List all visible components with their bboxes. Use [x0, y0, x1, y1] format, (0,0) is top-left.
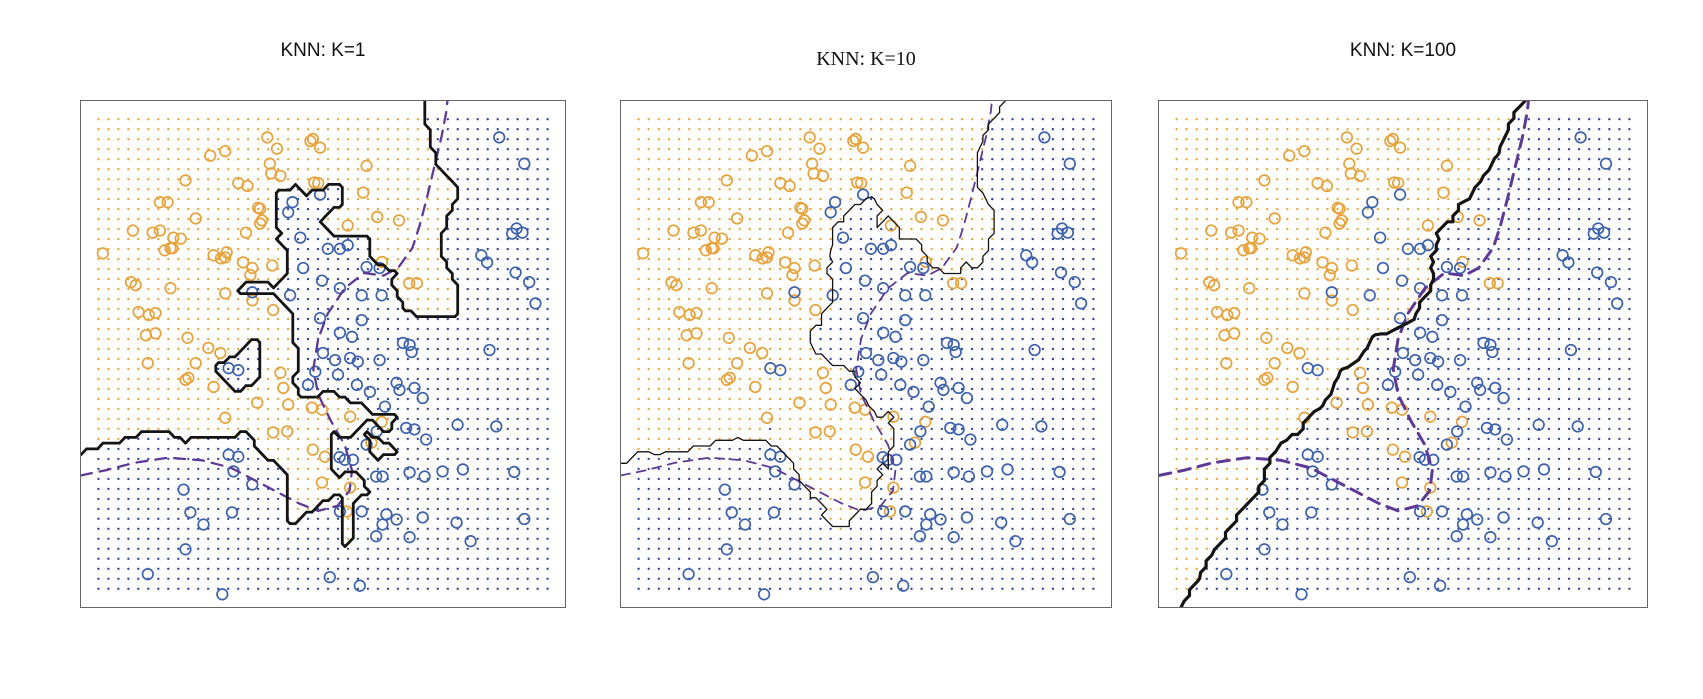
panel-title-k1: KNN: K=1 [280, 40, 366, 61]
training-points [96, 131, 542, 601]
bayes-boundary [1159, 101, 1530, 513]
knn-panel-k100 [1158, 100, 1648, 608]
training-points [636, 131, 1088, 601]
knn-plot-k1 [81, 101, 549, 601]
knn-panel-k1 [80, 100, 566, 608]
training-points [1174, 131, 1624, 601]
prediction-grid-dots [637, 118, 1095, 590]
knn-panel-k10 [620, 100, 1112, 608]
knn-boundary-k10 [621, 101, 1006, 528]
prediction-grid-dots [97, 118, 549, 590]
panel-title-k100: KNN: K=100 [1349, 40, 1457, 61]
panel-title-k10: KNN: K=10 [816, 48, 916, 70]
bayes-boundary [81, 101, 449, 513]
knn-plot-k100 [1159, 101, 1631, 607]
knn-boundary-k1 [81, 101, 460, 548]
bayes-boundary [621, 101, 993, 512]
knn-plot-k10 [621, 101, 1095, 601]
prediction-grid-dots [1175, 118, 1631, 590]
knn-boundary-k100 [1179, 101, 1527, 607]
